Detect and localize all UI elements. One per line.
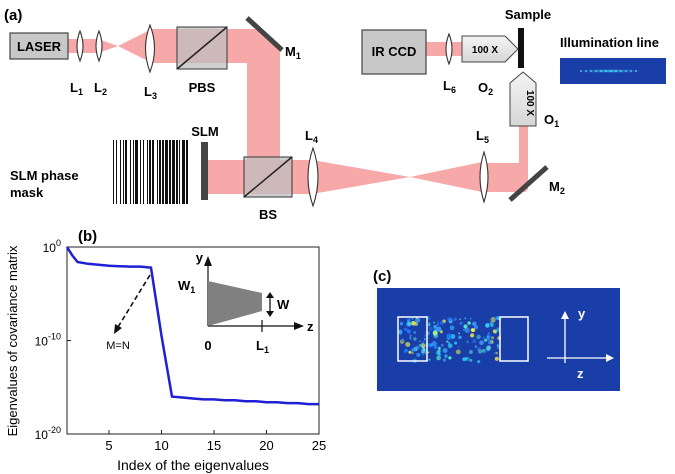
- mirror-m2: [508, 165, 549, 202]
- panel-c-axes: [547, 311, 614, 363]
- series-points: [66, 246, 320, 405]
- pbs-label: PBS: [189, 80, 216, 95]
- panel-a-label: (a): [4, 7, 22, 24]
- objective-o1: 100 X: [509, 71, 537, 127]
- y-axis-ticks: 100 10-10 10-20: [35, 238, 71, 442]
- o2-label: O2: [478, 80, 493, 97]
- inset-diagram: y z W1 W 0 L1: [178, 250, 314, 355]
- laser: LASER: [9, 32, 69, 60]
- slm-mask-label-2: mask: [10, 185, 44, 200]
- m2-label: M2: [549, 179, 565, 196]
- right-roi-box: [499, 316, 529, 362]
- l1-label: L1: [70, 80, 83, 97]
- laser-label: LASER: [17, 39, 62, 54]
- m1-label: M1: [285, 44, 301, 61]
- l5-label: L5: [476, 128, 489, 145]
- series-line: [65, 246, 319, 406]
- ir-ccd-label: IR CCD: [372, 44, 417, 59]
- o1-magnification: 100 X: [524, 90, 535, 116]
- y-tick-label: 10-20: [35, 425, 61, 442]
- panel-c-z-label: z: [577, 366, 584, 381]
- y-tick-label: 10-10: [35, 332, 61, 349]
- mn-annotation: M=N: [106, 274, 151, 352]
- panel-b-label: (b): [78, 228, 97, 245]
- bs-label: BS: [259, 207, 277, 222]
- panel-a: (a) LASER: [4, 7, 666, 222]
- inset-zero-label: 0: [204, 338, 211, 353]
- inset-w1-label: W1: [178, 278, 195, 295]
- lens-l5: [479, 150, 489, 204]
- panel-c-label: (c): [373, 268, 391, 285]
- slm-device: [201, 142, 208, 200]
- y-tick-label: 100: [43, 238, 61, 255]
- pbs-cube: [176, 26, 228, 70]
- speckle-pattern: [397, 315, 502, 364]
- l4-label: L4: [305, 128, 318, 145]
- slm-mask-label-1: SLM phase: [10, 168, 79, 183]
- o1-label: O1: [544, 112, 559, 129]
- left-roi-box: [397, 316, 428, 362]
- l3-label: L3: [144, 84, 157, 101]
- lens-l3: [144, 23, 156, 74]
- sample-label: Sample: [505, 7, 551, 22]
- lens-l4: [307, 146, 319, 208]
- bs-cube: [243, 156, 293, 198]
- mn-annotation-text: M=N: [106, 340, 130, 352]
- sample-slide: [518, 28, 524, 68]
- objective-o2: 100 X: [461, 35, 519, 63]
- inset-w-label: W: [277, 297, 290, 312]
- inset-l1-label: L1: [256, 338, 269, 355]
- x-tick-label: 10: [154, 438, 168, 453]
- ir-ccd: IR CCD: [361, 29, 427, 75]
- illumination-line-label: Illumination line: [560, 35, 659, 50]
- illumination-line-image: [560, 58, 666, 84]
- slm-phase-mask: [112, 140, 190, 204]
- x-tick-label: 25: [312, 438, 326, 453]
- inset-y-label: y: [196, 250, 204, 265]
- lens-l6: [445, 32, 453, 66]
- y-axis-label: Eigenvalues of covariance matrix: [5, 245, 20, 436]
- o2-magnification: 100 X: [472, 45, 498, 56]
- x-axis-label: Index of the eigenvalues: [117, 457, 269, 473]
- l6-label: L6: [443, 78, 456, 95]
- slm-label: SLM: [191, 124, 218, 139]
- x-axis-ticks: 5 10 15 20 25: [105, 430, 326, 453]
- mirror-m1: [245, 16, 284, 52]
- x-tick-label: 5: [105, 438, 112, 453]
- x-tick-label: 15: [207, 438, 221, 453]
- panel-c: (c) y z: [373, 268, 620, 391]
- lens-l1: [76, 29, 84, 63]
- chart-plot-area: [66, 246, 320, 435]
- panel-c-y-label: y: [578, 306, 586, 321]
- x-tick-label: 20: [259, 438, 273, 453]
- inset-z-label: z: [307, 319, 314, 334]
- panel-b: (b) 5 10 15 20 25 100 10-10 10-20 Index of the…: [5, 228, 326, 473]
- l2-label: L2: [94, 80, 107, 97]
- lens-l2: [95, 29, 103, 63]
